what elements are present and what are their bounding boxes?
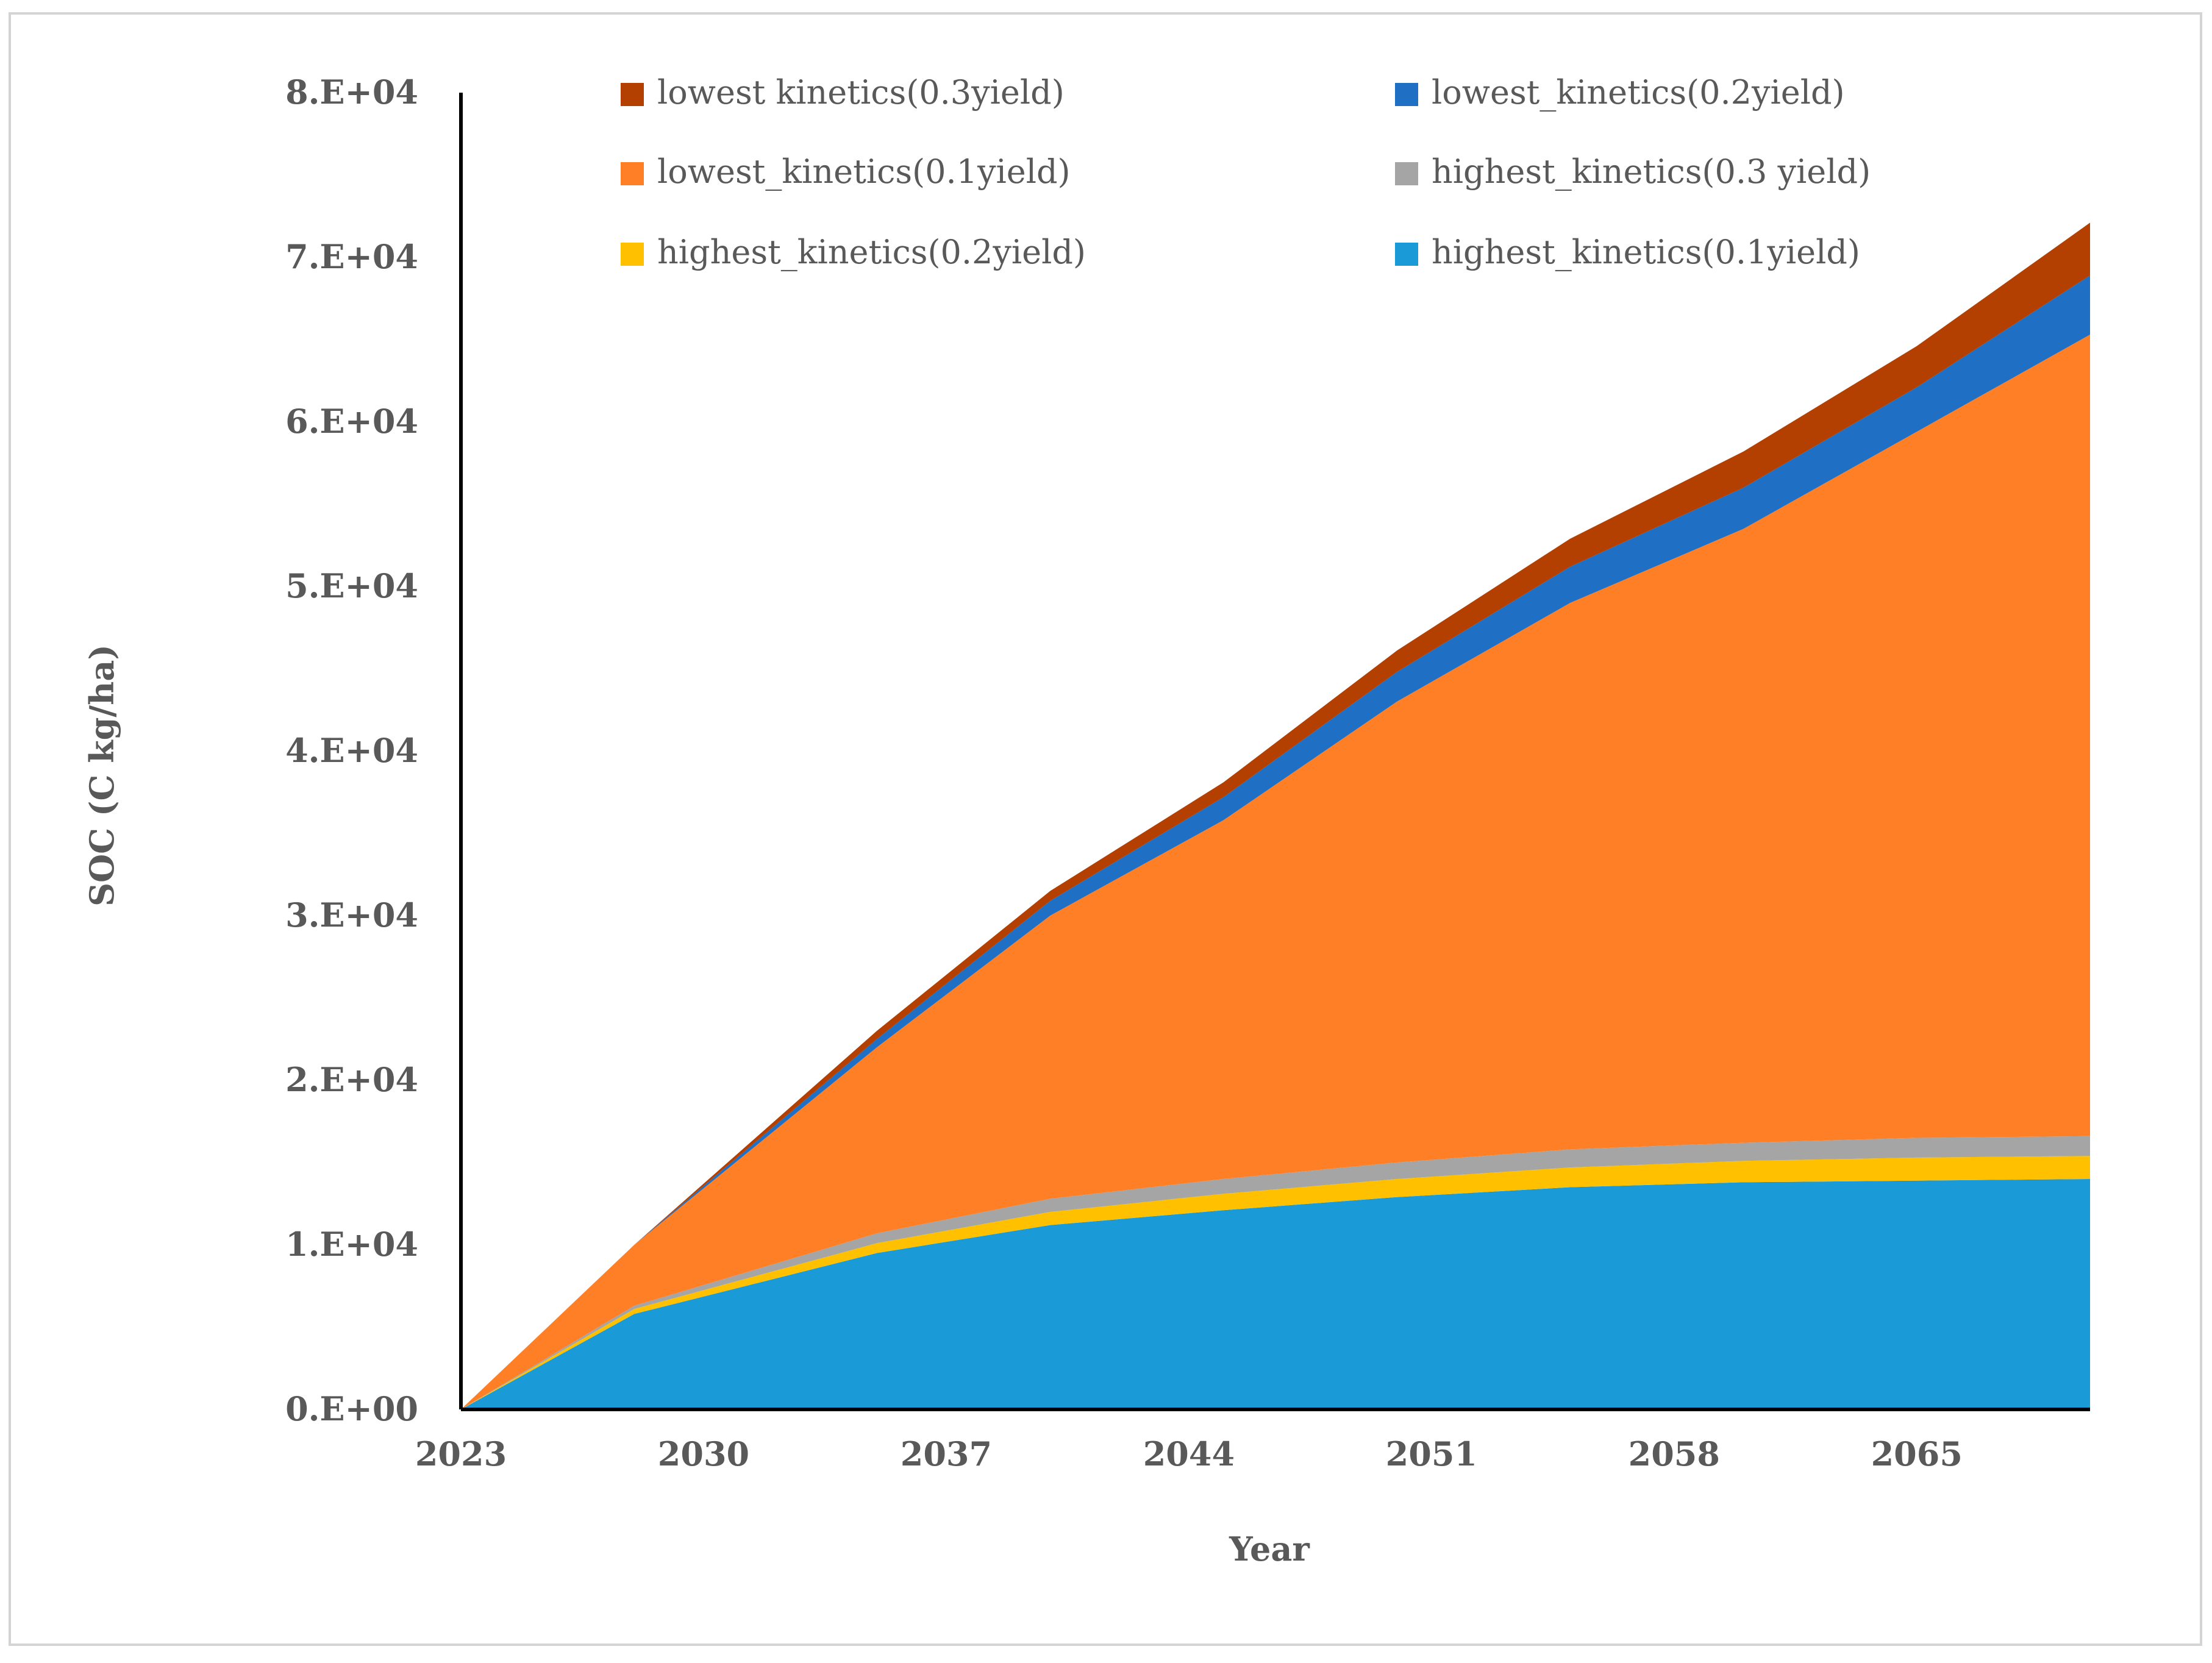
soc-area-chart: 0.E+00 1.E+04 2.E+04 3.E+04 4.E+04 5.E+04 6.E+…: [82, 73, 2090, 1569]
legend-swatch-highest-kinetics-0-2yield: [621, 243, 644, 266]
legend-label-highest-kinetics-0-3-yield: highest_kinetics(0.3 yield): [1432, 152, 1871, 191]
y-tick-label: 1.E+04: [285, 1225, 418, 1264]
y-tick-label: 0.E+00: [285, 1389, 418, 1428]
x-tick-label: 2051: [1386, 1434, 1477, 1473]
legend-label-highest-kinetics-0-2yield: highest_kinetics(0.2yield): [657, 233, 1086, 271]
legend-label-lowest-kinetics-0-3yield: lowest kinetics(0.3yield): [657, 73, 1065, 112]
area-lowest-kinetics-0-3yield: [461, 223, 2090, 1409]
legend: lowest kinetics(0.3yield) lowest_kinetics…: [621, 73, 1871, 271]
area-lowest-kinetics-0-1yield: [461, 334, 2090, 1409]
y-tick-label: 6.E+04: [285, 402, 418, 441]
x-tick-label: 2037: [901, 1434, 992, 1473]
y-tick-label: 3.E+04: [285, 896, 418, 935]
x-tick-label: 2058: [1629, 1434, 1720, 1473]
legend-swatch-lowest-kinetics-0-1yield: [621, 162, 644, 185]
axes-group: [459, 93, 2090, 1411]
x-tick-labels: 2023 2030 2037 2044 2051 2058 2065: [415, 1434, 1963, 1473]
legend-label-lowest-kinetics-0-1yield: lowest_kinetics(0.1yield): [657, 152, 1071, 191]
legend-label-highest-kinetics-0-1yield: highest_kinetics(0.1yield): [1432, 233, 1860, 271]
y-tick-label: 8.E+04: [285, 73, 418, 112]
area-lowest-kinetics-0-2yield: [461, 275, 2090, 1410]
legend-swatch-highest-kinetics-0-3-yield: [1395, 162, 1418, 185]
area-series-group: [461, 223, 2090, 1410]
legend-swatch-lowest-kinetics-0-3yield: [621, 83, 644, 106]
legend-swatch-lowest-kinetics-0-2yield: [1395, 83, 1418, 106]
y-tick-label: 4.E+04: [285, 731, 418, 770]
area-highest-kinetics-0-1yield: [461, 1179, 2090, 1409]
chart-frame: 0.E+00 1.E+04 2.E+04 3.E+04 4.E+04 5.E+04 6.E+…: [9, 12, 2202, 1646]
x-tick-label: 2044: [1143, 1434, 1235, 1473]
x-axis-title: Year: [1229, 1529, 1310, 1569]
x-tick-label: 2065: [1871, 1434, 1963, 1473]
legend-swatch-highest-kinetics-0-1yield: [1395, 243, 1418, 266]
y-axis-title: SOC (C kg/ha): [82, 644, 121, 906]
y-tick-labels: 0.E+00 1.E+04 2.E+04 3.E+04 4.E+04 5.E+04 6.E+…: [285, 73, 418, 1428]
y-tick-label: 7.E+04: [285, 237, 418, 276]
legend-label-lowest-kinetics-0-2yield: lowest_kinetics(0.2yield): [1432, 73, 1845, 112]
y-tick-label: 2.E+04: [285, 1060, 418, 1099]
y-tick-label: 5.E+04: [285, 566, 418, 605]
x-tick-label: 2023: [415, 1434, 507, 1473]
x-tick-label: 2030: [658, 1434, 749, 1473]
